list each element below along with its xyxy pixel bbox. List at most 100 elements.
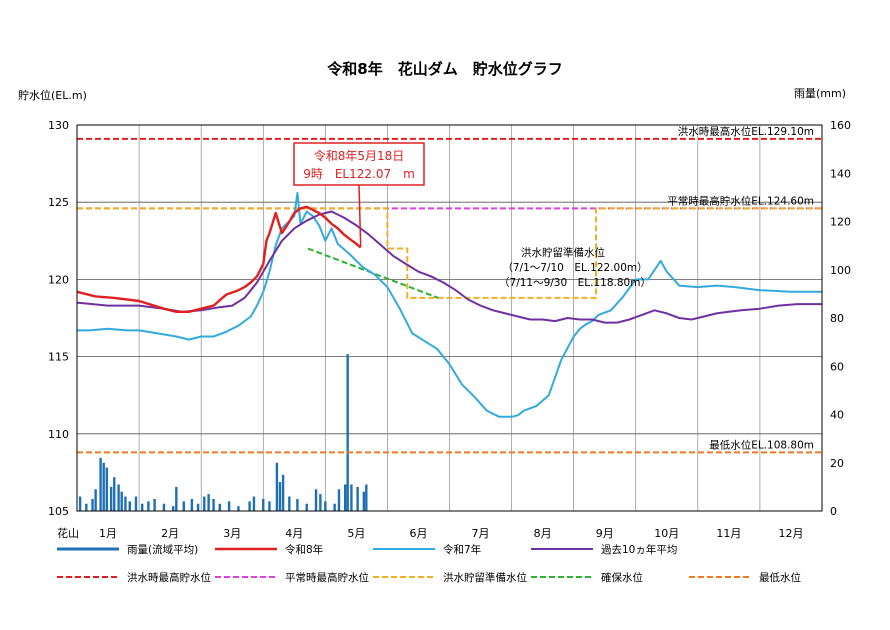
left-axis-label: 貯水位(EL.m) (18, 88, 87, 102)
right-tick-label: 80 (830, 312, 844, 325)
right-tick-label: 20 (830, 457, 844, 470)
rain-bar (102, 462, 105, 511)
rain-bar (337, 489, 341, 511)
rain-bar (288, 496, 291, 511)
rain-bar (124, 496, 127, 511)
ref-line-label: 洪水時最高水位EL.129.10m (678, 125, 814, 138)
rain-bar (344, 484, 347, 511)
legend-label: 平常時最高貯水位 (285, 571, 369, 584)
rain-bar (117, 484, 120, 511)
rain-bar (227, 501, 231, 511)
rain-bar (314, 489, 318, 511)
rain-bar (162, 503, 166, 511)
right-tick-label: 120 (830, 216, 851, 229)
right-tick-label: 140 (830, 167, 851, 180)
rain-bar (319, 494, 322, 511)
legend-label: 洪水貯留準備水位 (443, 571, 527, 584)
legend-label: 確保水位 (601, 571, 643, 584)
left-tick-label: 125 (48, 196, 69, 209)
secure-level-line (307, 247, 439, 299)
current-level-callout: 令和8年5月18日 9時 EL122.07 m (293, 142, 425, 248)
level-series (76, 191, 822, 418)
left-tick-label: 130 (48, 119, 69, 132)
month-label: 5月 (347, 527, 365, 540)
rain-bar (362, 491, 366, 511)
rain-bar (333, 503, 336, 511)
ref-line-label: 最低水位EL.108.80m (709, 438, 814, 451)
right-tick-label: 0 (830, 505, 837, 518)
month-label: 7月 (472, 527, 490, 540)
callout-date: 令和8年5月18日 (314, 148, 405, 163)
rain-bar (268, 501, 271, 511)
rain-bar (94, 489, 97, 511)
x-axis-start-label: 花山 (57, 527, 79, 540)
rain-bar (262, 498, 265, 511)
month-label: 8月 (534, 527, 552, 540)
left-tick-label: 115 (48, 351, 69, 364)
month-label: 9月 (596, 527, 614, 540)
rain-bar (350, 484, 353, 511)
rain-bar (85, 503, 88, 511)
series-line (76, 210, 822, 324)
plot-frame (76, 124, 823, 512)
rain-bar (109, 486, 113, 511)
rain-bar (128, 501, 131, 511)
rain-bar (278, 482, 282, 511)
flood-prep-label-3: （7/11～9/30 EL.118.80m） (499, 277, 651, 289)
callout-level: 9時 EL122.07 m (303, 167, 415, 181)
rain-bar (153, 498, 156, 511)
rain-bar (218, 503, 221, 511)
rain-bar (324, 501, 327, 511)
rain-bar (105, 467, 108, 511)
legend-label: 過去10ヵ年平均 (601, 543, 677, 556)
ref-line-label: 平常時最高貯水位EL.124.60m (667, 194, 814, 207)
legend-label: 雨量(流域平均) (127, 543, 198, 556)
flood-prep-label-2: （7/1～7/10 EL.122.00m） (502, 262, 647, 274)
rain-bar (172, 506, 175, 511)
right-axis-label: 雨量(mm) (794, 87, 846, 100)
reference-lines: 洪水時最高水位EL.129.10m 平常時最高貯水位EL.124.60m 最低水位E… (77, 125, 822, 454)
month-label: 4月 (285, 527, 303, 540)
rain-bar (175, 486, 178, 511)
right-tick-label: 40 (830, 409, 844, 422)
month-label: 3月 (223, 527, 241, 540)
rain-bar (275, 462, 279, 511)
rain-bar (346, 354, 349, 511)
left-tick-label: 105 (48, 505, 69, 518)
month-label: 11月 (716, 527, 741, 540)
rain-bar (134, 496, 138, 511)
flood-prep-line (77, 207, 822, 299)
month-label: 6月 (409, 527, 427, 540)
month-label: 2月 (161, 527, 179, 540)
rain-bar (196, 503, 200, 511)
callout-box (293, 142, 425, 186)
rain-bar (203, 496, 206, 511)
annotations: 洪水貯留準備水位 （7/1～7/10 EL.122.00m） （7/11～9/3… (499, 246, 651, 289)
rain-bar (365, 484, 368, 511)
rain-bar (120, 491, 123, 511)
legend-label: 令和8年 (285, 543, 323, 556)
rain-bar (305, 503, 308, 511)
rain-bar (237, 506, 240, 511)
rain-bar (212, 498, 215, 511)
right-tick-label: 60 (830, 360, 844, 373)
rain-bar (99, 457, 102, 511)
series-line (77, 191, 822, 418)
right-tick-label: 160 (830, 119, 851, 132)
rain-bar (356, 486, 359, 511)
left-tick-label: 110 (48, 428, 69, 441)
rain-bar (248, 501, 251, 511)
rain-bar (182, 501, 185, 511)
callout-pointer (358, 184, 362, 248)
month-label: 1月 (99, 527, 117, 540)
series-line (76, 205, 362, 313)
rain-bar (207, 494, 210, 511)
rain-bar (113, 477, 116, 511)
rain-bar (140, 503, 144, 511)
legend-label: 令和7年 (443, 543, 481, 556)
month-label: 10月 (654, 527, 679, 540)
legend-label: 最低水位 (759, 571, 801, 584)
rain-bar (252, 496, 256, 511)
